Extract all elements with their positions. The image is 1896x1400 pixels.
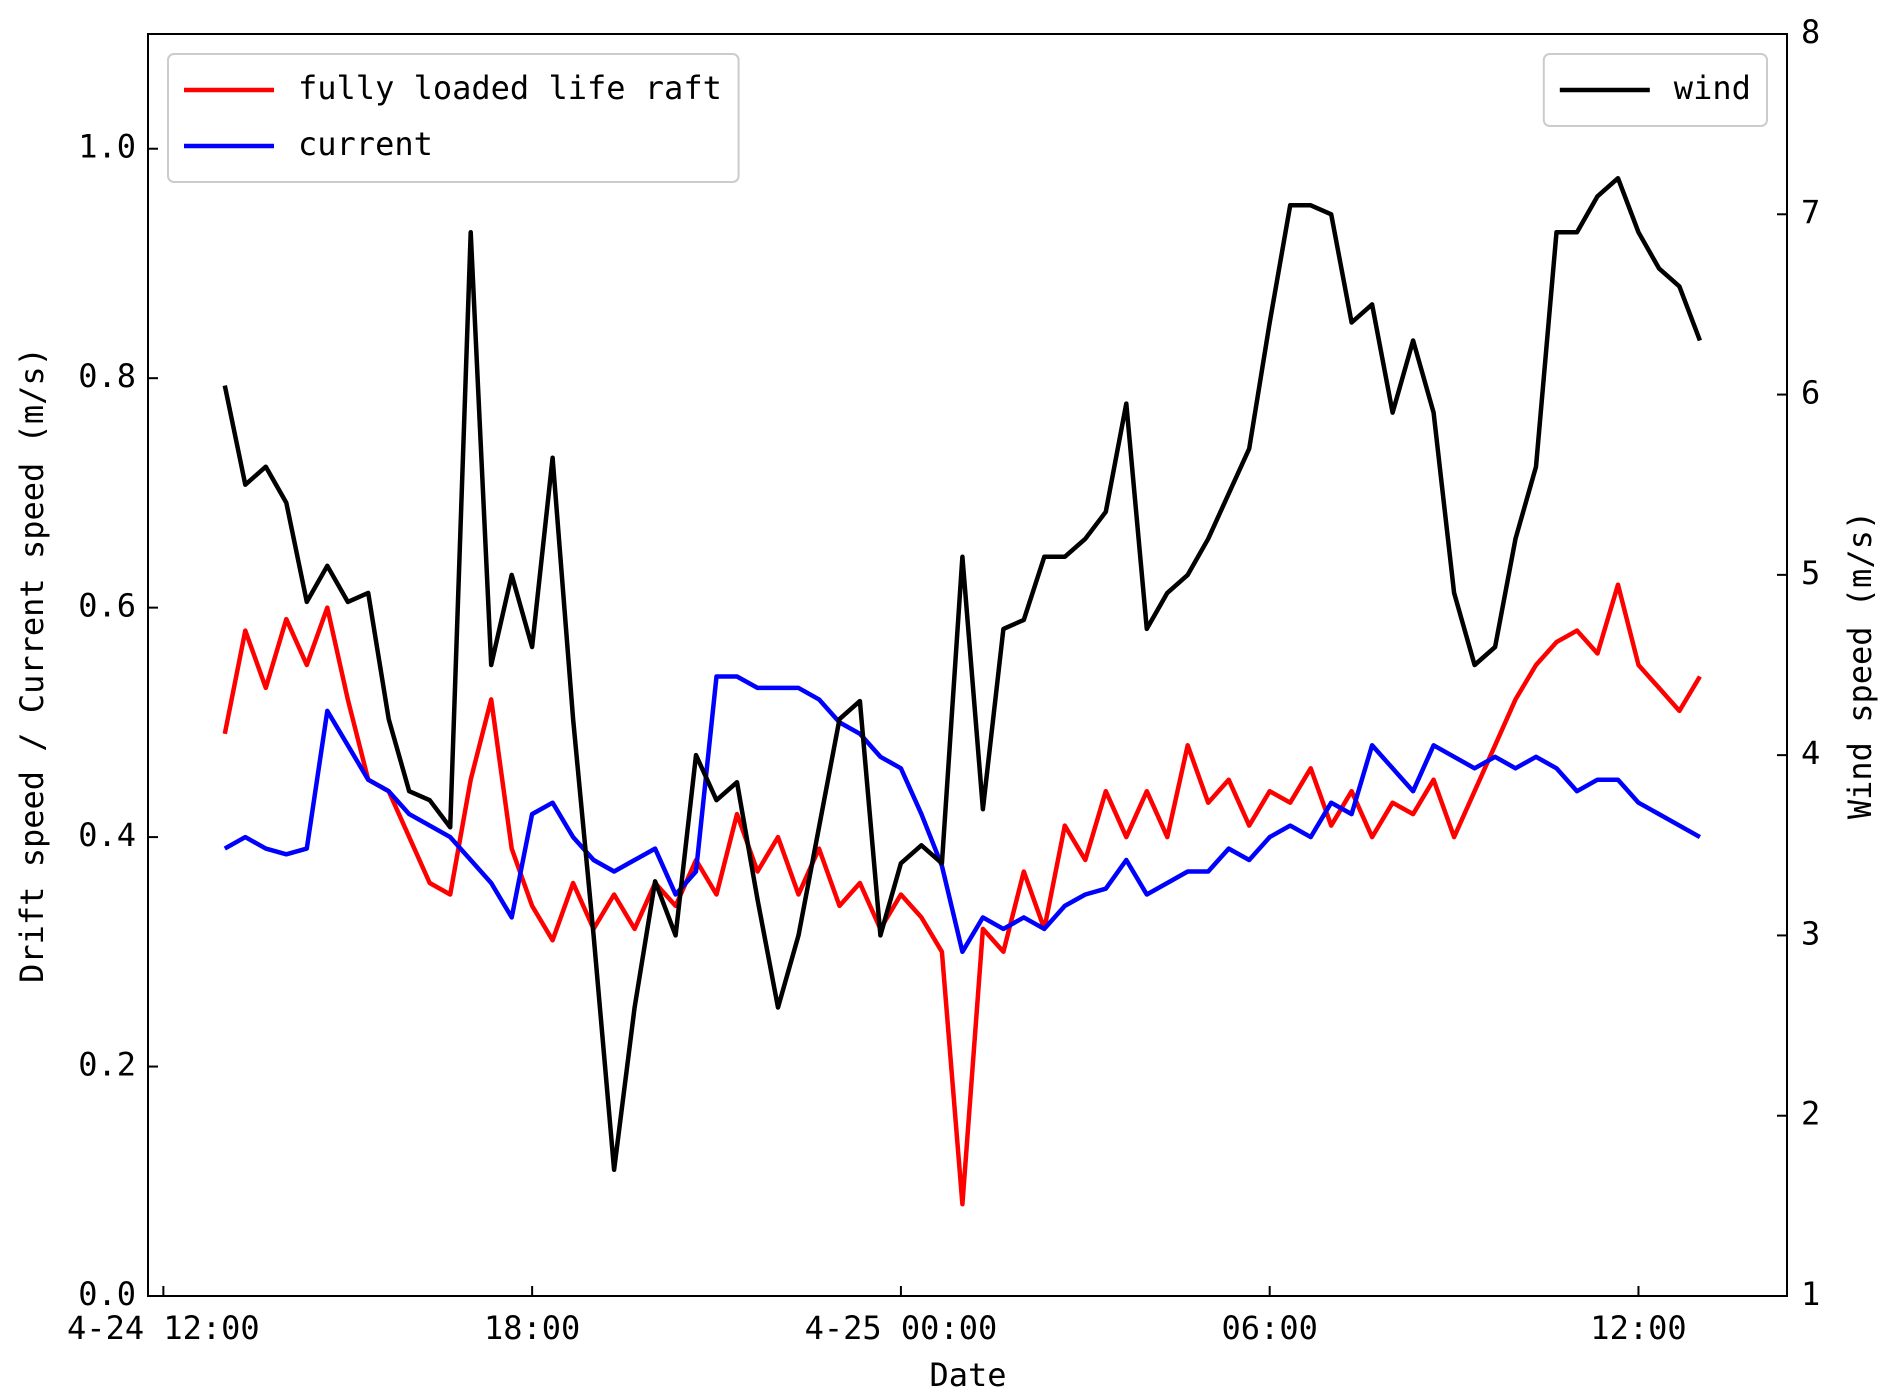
y-tick-label: 0.4 bbox=[78, 816, 136, 854]
legend-box bbox=[167, 53, 740, 183]
y2-tick-label: 7 bbox=[1801, 193, 1820, 231]
legend-box bbox=[1542, 53, 1769, 127]
y2-tick-label: 4 bbox=[1801, 734, 1820, 772]
x-tick-label: 12:00 bbox=[1590, 1309, 1686, 1347]
y2-tick-label: 2 bbox=[1801, 1095, 1820, 1133]
y-tick-label: 0.0 bbox=[78, 1275, 136, 1313]
data-line bbox=[222, 175, 1703, 1173]
data-line bbox=[222, 582, 1702, 1207]
y-axis-label: Drift speed / Current speed (m/s) bbox=[13, 347, 51, 983]
y2-tick-label: 8 bbox=[1801, 13, 1820, 51]
data-line bbox=[223, 674, 1702, 955]
x-tick-label: 4-25 00:00 bbox=[805, 1309, 998, 1347]
y-tick-label: 1.0 bbox=[78, 128, 136, 166]
y-tick-label: 0.2 bbox=[78, 1046, 136, 1084]
legend-label: current bbox=[298, 125, 433, 163]
y2-tick-label: 3 bbox=[1801, 914, 1820, 952]
y2-tick-label: 6 bbox=[1801, 374, 1820, 412]
x-axis-label: Date bbox=[929, 1356, 1006, 1394]
y2-tick-label: 1 bbox=[1801, 1275, 1820, 1313]
x-tick-label: 06:00 bbox=[1222, 1309, 1318, 1347]
y2-tick-label: 5 bbox=[1801, 554, 1820, 592]
legend-label: fully loaded life raft bbox=[298, 69, 722, 107]
x-tick-label: 4-24 12:00 bbox=[67, 1309, 260, 1347]
y2-axis-label: Wind speed (m/s) bbox=[1841, 511, 1879, 819]
x-tick-label: 18:00 bbox=[484, 1309, 580, 1347]
plot-frame bbox=[147, 33, 1788, 1297]
legend-label: wind bbox=[1674, 69, 1751, 107]
y-tick-label: 0.6 bbox=[78, 587, 136, 625]
y-tick-label: 0.8 bbox=[78, 357, 136, 395]
